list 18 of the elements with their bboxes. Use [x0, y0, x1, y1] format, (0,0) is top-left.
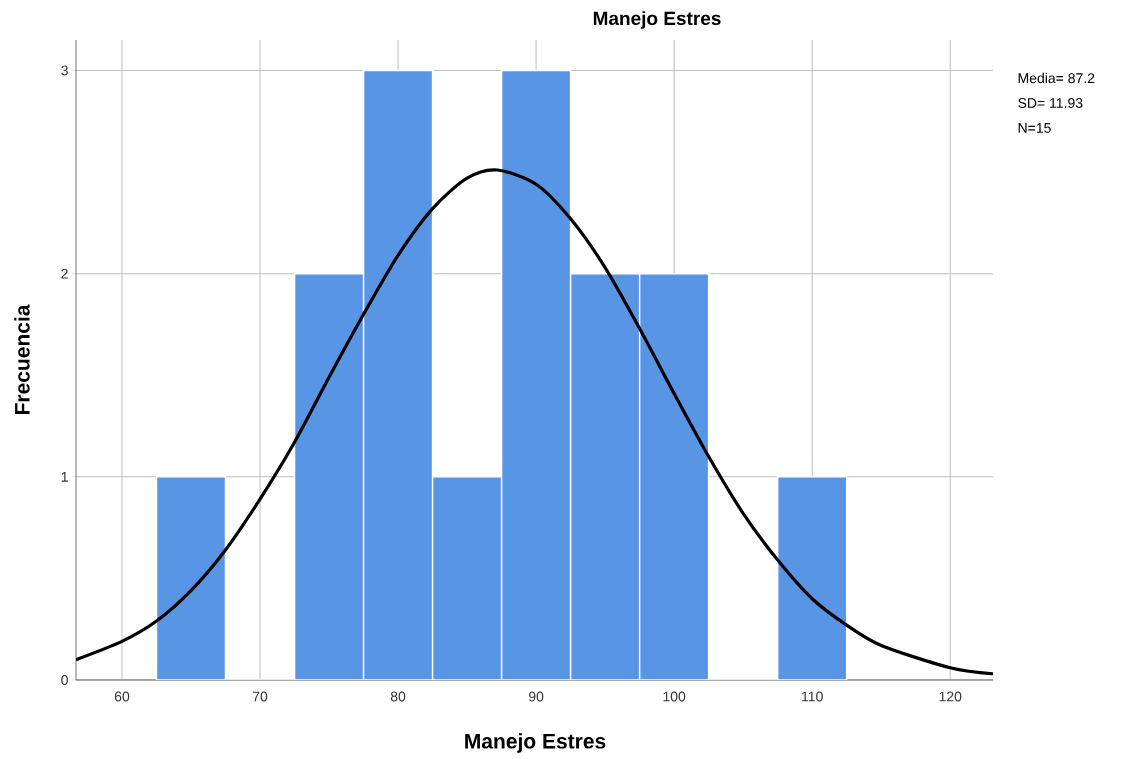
text: N=15	[1018, 123, 1051, 133]
y-tick-label: 2	[61, 268, 68, 279]
x-tick-label: 60	[114, 691, 130, 702]
x-tick-label: 100	[663, 691, 686, 702]
x-axis-title: Manejo Estres	[465, 733, 606, 753]
x-tick-label: 120	[939, 691, 962, 702]
x-tick-label: 70	[252, 691, 268, 702]
text: Media= 87.2	[1018, 72, 1095, 84]
y-tick-label: 3	[61, 65, 68, 76]
line-series	[76, 168, 994, 676]
y-axis-title: Frecuencia	[14, 304, 30, 415]
x-tick-label: 110	[802, 691, 823, 702]
x-tick-label: 90	[528, 691, 544, 702]
text: SD= 11.93	[1018, 98, 1083, 108]
x-tick-label: 80	[390, 691, 406, 702]
chart-title: Manejo Estres	[593, 11, 721, 29]
y-tick-label: 0	[61, 675, 68, 685]
y-tick-label: 1	[61, 472, 68, 482]
